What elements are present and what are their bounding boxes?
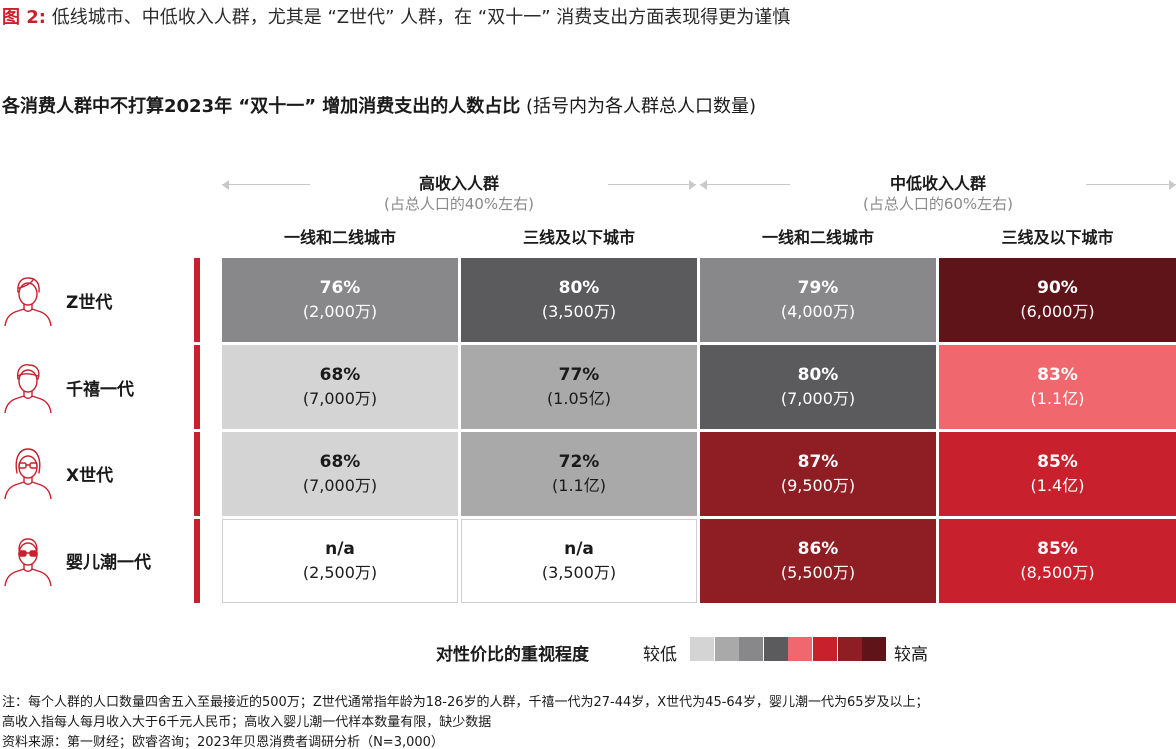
row-accent-bar (194, 519, 200, 603)
cell-percentage: 86% (797, 539, 839, 559)
column-header: 一线和二线城市 (283, 228, 396, 247)
legend-high-label: 较高 (894, 645, 928, 665)
heatmap-cell-baby-boomers-col2: n/a (3,500万) (461, 519, 697, 603)
baby-boomer-person-icon (4, 538, 52, 586)
chart-subtitle-main: 各消费人群中不打算2023年 “双十一” 增加消费支出的人数占比 (2, 96, 521, 117)
row-accent-bar (194, 345, 200, 429)
footnote: 资料来源：第一财经；欧睿咨询；2023年贝恩消费者调研分析（N=3,000） (2, 735, 444, 749)
cell-population: (4,000万) (780, 302, 856, 321)
legend-low-label: 较低 (643, 645, 677, 665)
heatmap-cell-baby-boomers-col4: 85% (8,500万) (939, 519, 1176, 603)
heatmap-cell-millennials-col2: 77% (1.05亿) (461, 345, 697, 429)
cell-population: (5,500万) (780, 563, 856, 582)
heatmap-cell-gen-z-col1: 76% (2,000万) (222, 258, 458, 342)
cell-percentage: 85% (1037, 452, 1078, 472)
cell-population: (7,000万) (302, 476, 378, 495)
heatmap-cell-gen-x-col3: 87% (9,500万) (700, 432, 936, 516)
cell-percentage: 79% (797, 278, 839, 298)
row-accent-bar (194, 432, 200, 516)
cell-percentage: 83% (1037, 365, 1078, 385)
cell-percentage: 72% (558, 452, 600, 472)
column-header: 一线和二线城市 (761, 228, 874, 247)
legend-title: 对性价比的重视程度 (436, 645, 589, 665)
heatmap-cell-gen-z-col2: 80% (3,500万) (461, 258, 697, 342)
row-accent-bar (194, 258, 200, 342)
column-header: 三线及以下城市 (1001, 228, 1114, 247)
cell-population: (3,500万) (541, 302, 617, 321)
heatmap-cell-gen-x-col1: 68% (7,000万) (222, 432, 458, 516)
row-label-baby-boomers: 婴儿潮一代 (66, 553, 151, 573)
cell-population: (9,500万) (780, 476, 856, 495)
cell-percentage: 90% (1037, 278, 1078, 298)
heatmap-cell-gen-z-col3: 79% (4,000万) (700, 258, 936, 342)
row-label-gen-z: Z世代 (66, 293, 113, 313)
group-name: 高收入人群 (418, 174, 499, 193)
group-note: (占总人口的40%左右) (383, 195, 535, 213)
cell-population: (1.1亿) (1030, 389, 1085, 408)
cell-population: (1.1亿) (552, 476, 606, 495)
group-note: (占总人口的60%左右) (862, 195, 1014, 213)
cell-percentage: 77% (558, 365, 600, 385)
cell-population: (7,000万) (302, 389, 378, 408)
cell-population: (1.4亿) (1030, 476, 1085, 495)
legend-swatch-4 (763, 637, 788, 661)
cell-percentage: 76% (319, 278, 361, 298)
figure-label: 图 2: (2, 7, 46, 28)
heatmap-cell-baby-boomers-col3: 86% (5,500万) (700, 519, 936, 603)
heatmap-cell-gen-z-col4: 90% (6,000万) (939, 258, 1176, 342)
millennial-person-icon (4, 364, 52, 413)
cell-percentage: 68% (319, 365, 361, 385)
legend-swatch-5 (788, 637, 813, 661)
footnote: 高收入指每人每月收入大于6千元人民币；高收入婴儿潮一代样本数量有限，缺少数据 (2, 715, 492, 730)
chart-subtitle-note: (括号内为各人群总人口数量) (520, 96, 757, 117)
row-label-gen-x: X世代 (66, 466, 114, 486)
heatmap-cell-millennials-col4: 83% (1.1亿) (939, 345, 1176, 429)
column-header: 三线及以下城市 (522, 228, 635, 247)
cell-percentage: 87% (797, 452, 839, 472)
cell-percentage: 80% (558, 278, 600, 298)
heatmap-cell-gen-x-col2: 72% (1.1亿) (461, 432, 697, 516)
cell-percentage: n/a (325, 539, 355, 559)
legend-swatch-2 (714, 637, 739, 661)
cell-percentage: n/a (564, 539, 594, 559)
legend-swatch-7 (837, 637, 862, 661)
cell-population: (6,000万) (1020, 302, 1095, 321)
cell-percentage: 80% (797, 365, 839, 385)
gen-x-person-icon (4, 448, 52, 499)
chart-subtitle: 各消费人群中不打算2023年 “双十一” 增加消费支出的人数占比 (括号内为各人… (2, 92, 756, 118)
group-header-mid-low-income: 中低收入人群 (占总人口的60%左右) (790, 174, 1086, 214)
cell-population: (8,500万) (1020, 563, 1095, 582)
row-label-millennials: 千禧一代 (66, 380, 134, 400)
cell-population: (7,000万) (780, 389, 856, 408)
cell-percentage: 68% (319, 452, 361, 472)
heatmap-cell-baby-boomers-col1: n/a (2,500万) (222, 519, 458, 603)
footnote: 注：每个人群的人口数量四舍五入至最接近的500万；Z世代通常指年龄为18-26岁… (2, 695, 929, 710)
heatmap-cell-millennials-col1: 68% (7,000万) (222, 345, 458, 429)
heatmap-cell-millennials-col3: 80% (7,000万) (700, 345, 936, 429)
figure-title-text: 低线城市、中低收入人群，尤其是 “Z世代” 人群，在 “双十一” 消费支出方面表… (46, 7, 791, 28)
cell-population: (1.05亿) (546, 389, 612, 408)
legend-swatch-6 (813, 637, 837, 661)
heatmap-cell-gen-x-col4: 85% (1.4亿) (939, 432, 1176, 516)
gen-z-person-icon (4, 277, 52, 326)
group-name: 中低收入人群 (889, 174, 986, 193)
cell-population: (2,500万) (302, 563, 378, 582)
legend-swatch-3 (739, 637, 764, 661)
cell-population: (2,000万) (302, 302, 378, 321)
group-header-high-income: 高收入人群 (占总人口的40%左右) (310, 174, 608, 214)
figure-title: 图 2: 低线城市、中低收入人群，尤其是 “Z世代” 人群，在 “双十一” 消费… (2, 3, 790, 29)
legend-swatch-1 (690, 637, 714, 661)
legend-swatch-8 (862, 637, 887, 661)
cell-population: (3,500万) (541, 563, 617, 582)
cell-percentage: 85% (1037, 539, 1078, 559)
